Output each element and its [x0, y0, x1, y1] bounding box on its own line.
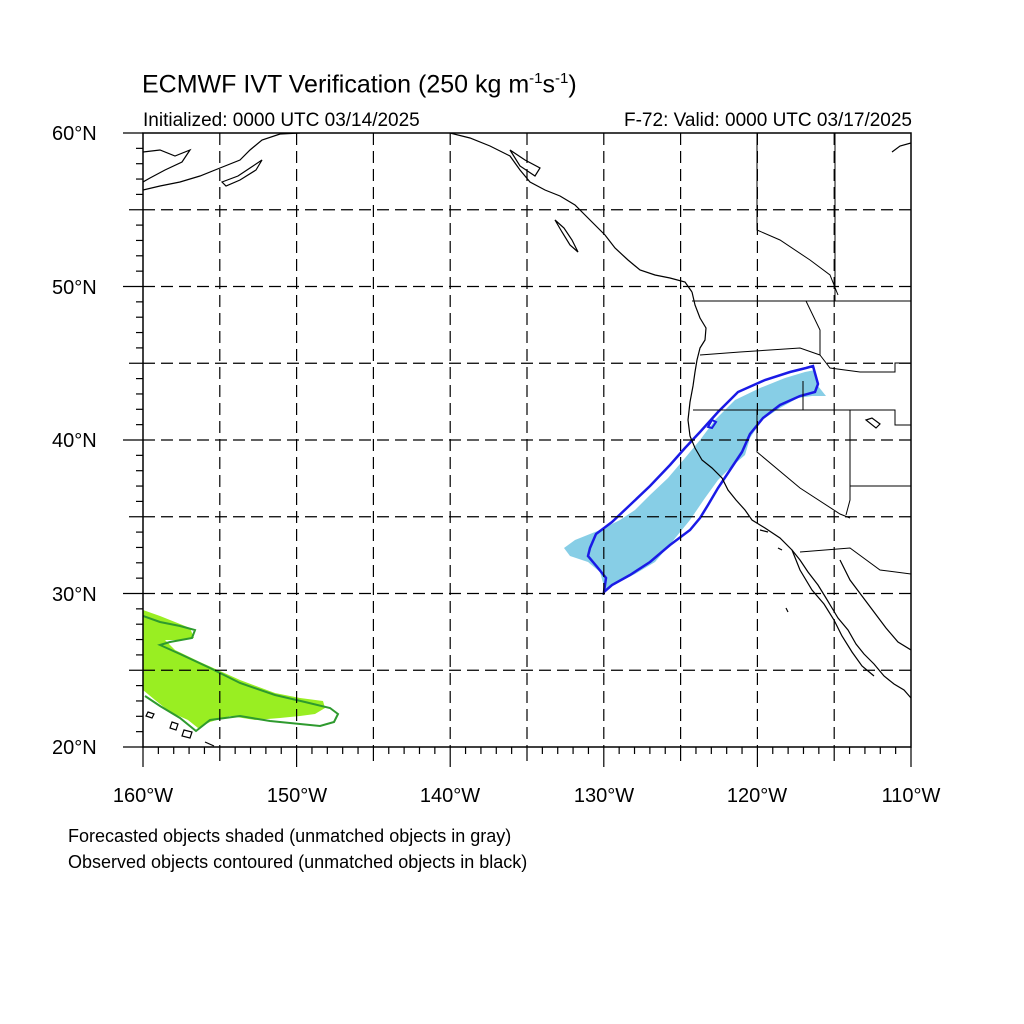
lat-label-60n: 60°N	[52, 124, 97, 144]
lon-label-140w: 140°W	[420, 786, 480, 806]
note-observed: Observed objects contoured (unmatched ob…	[68, 852, 527, 873]
lat-label-50n: 50°N	[52, 278, 97, 298]
gridlines	[143, 133, 911, 747]
forecast-object-green	[143, 610, 325, 728]
lon-label-150w: 150°W	[267, 786, 327, 806]
lat-label-20n: 20°N	[52, 738, 97, 758]
axis-ticks	[123, 133, 911, 767]
lon-label-130w: 130°W	[574, 786, 634, 806]
lon-label-120w: 120°W	[727, 786, 787, 806]
lon-label-110w: 110°W	[882, 786, 941, 806]
lat-label-30n: 30°N	[52, 585, 97, 605]
note-forecast: Forecasted objects shaded (unmatched obj…	[68, 826, 511, 847]
lat-label-40n: 40°N	[52, 431, 97, 451]
lon-label-160w: 160°W	[113, 786, 173, 806]
